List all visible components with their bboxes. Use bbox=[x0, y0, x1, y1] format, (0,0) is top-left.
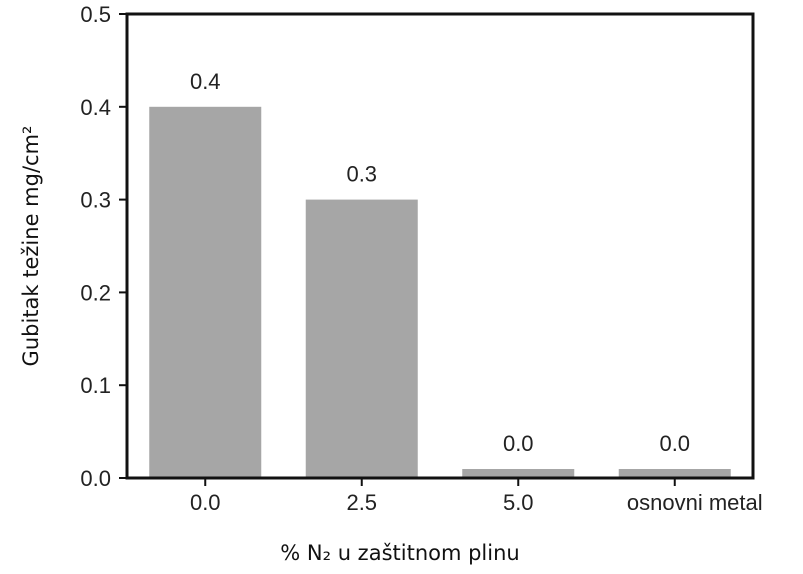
bar bbox=[462, 469, 575, 477]
bars bbox=[149, 106, 731, 477]
bar bbox=[305, 199, 418, 477]
bar-value-label: 0.3 bbox=[346, 162, 377, 187]
bar-value-label: 0.0 bbox=[503, 431, 534, 456]
bar bbox=[618, 469, 731, 477]
x-axis-title: % N₂ u zaštitnom plinu bbox=[280, 541, 519, 565]
y-tick-label: 0.2 bbox=[80, 280, 111, 305]
y-tick-label: 0.4 bbox=[80, 95, 111, 120]
x-axis-ticks: 0.0 2.5 5.0 osnovni metal bbox=[190, 478, 763, 515]
x-tick-label: 5.0 bbox=[503, 490, 534, 515]
y-tick-label: 0.0 bbox=[80, 466, 111, 491]
bar-value-label: 0.0 bbox=[659, 431, 690, 456]
data-labels: 0.4 0.3 0.0 0.0 bbox=[190, 69, 690, 456]
bar-value-label: 0.4 bbox=[190, 69, 221, 94]
bar bbox=[149, 106, 262, 477]
y-tick-label: 0.1 bbox=[80, 373, 111, 398]
x-tick-label: osnovni metal bbox=[627, 490, 763, 515]
y-tick-label: 0.3 bbox=[80, 188, 111, 213]
plot-frame bbox=[125, 12, 755, 480]
x-tick-label: 2.5 bbox=[346, 490, 377, 515]
y-axis-ticks: 0.0 0.1 0.2 0.3 0.4 0.5 bbox=[80, 2, 127, 491]
x-tick-label: 0.0 bbox=[190, 490, 221, 515]
y-tick-label: 0.5 bbox=[80, 2, 111, 27]
y-axis-title: Gubitak težine mg/cm² bbox=[19, 126, 43, 367]
